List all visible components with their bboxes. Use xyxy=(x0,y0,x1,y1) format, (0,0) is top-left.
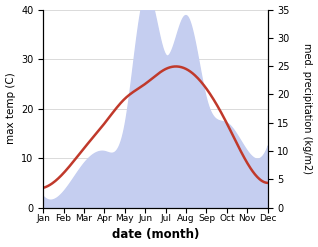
Y-axis label: med. precipitation (kg/m2): med. precipitation (kg/m2) xyxy=(302,43,313,174)
X-axis label: date (month): date (month) xyxy=(112,228,199,242)
Y-axis label: max temp (C): max temp (C) xyxy=(5,73,16,144)
